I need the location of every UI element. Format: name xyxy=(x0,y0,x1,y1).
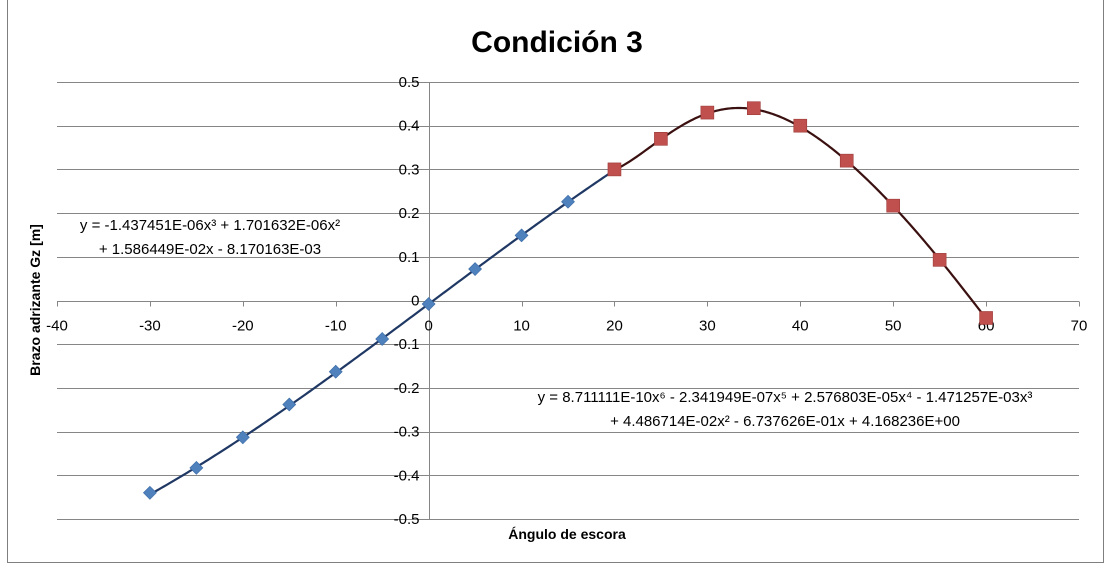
trendline-1-equation-line1: y = -1.437451E-06x³ + 1.701632E-06x² xyxy=(80,217,340,234)
x-tick-label: 70 xyxy=(1071,318,1088,335)
data-point-series-1 xyxy=(375,332,390,346)
data-point-series-1 xyxy=(282,397,297,412)
data-point-series-2 xyxy=(654,132,668,146)
data-point-series-1 xyxy=(142,485,157,500)
y-tick-label: 0.2 xyxy=(399,205,420,222)
y-tick-label: 0.3 xyxy=(399,161,420,178)
x-tick-label: 50 xyxy=(885,318,902,335)
x-tick-label: -10 xyxy=(325,318,347,335)
x-tick-label: -20 xyxy=(232,318,254,335)
x-tick-labels: -40 -30 -20 -10 0 10 20 30 40 50 60 70 xyxy=(46,318,1087,335)
x-tick-label: -40 xyxy=(46,318,68,335)
x-tick-label: 30 xyxy=(699,318,716,335)
data-point-series-1 xyxy=(468,262,483,276)
data-point-series-1 xyxy=(189,460,204,475)
y-tick-label: 0.4 xyxy=(399,118,420,135)
data-point-series-2 xyxy=(932,253,947,267)
chart-title: Condición 3 xyxy=(471,26,643,59)
y-tick-label: -0.4 xyxy=(394,467,420,484)
data-point-series-2 xyxy=(700,105,715,120)
data-point-series-1 xyxy=(421,297,436,311)
y-tick-label: 0.1 xyxy=(399,249,420,266)
y-tick-label: -0.5 xyxy=(394,511,420,528)
y-axis-title: Brazo adrizante Gz [m] xyxy=(27,224,43,376)
data-point-series-2 xyxy=(747,101,761,116)
x-tick-label: 10 xyxy=(513,318,530,335)
data-point-series-2 xyxy=(793,118,808,133)
data-point-series-1 xyxy=(328,364,343,379)
axes xyxy=(57,82,1080,520)
x-tick-label: -30 xyxy=(139,318,161,335)
x-tick-label: 40 xyxy=(792,318,809,335)
trendline-2-equation-line1: y = 8.711111E-10x⁶ - 2.341949E-07x⁵ + 2.… xyxy=(538,389,1033,406)
data-point-series-1 xyxy=(561,194,575,209)
data-point-series-2 xyxy=(979,311,993,325)
data-point-series-1 xyxy=(235,430,250,445)
data-point-series-2 xyxy=(886,198,900,213)
trendline-1-equation-line2: + 1.586449E-02x - 8.170163E-03 xyxy=(99,241,321,258)
y-tick-label: 0.5 xyxy=(399,74,420,91)
x-tick-label: 20 xyxy=(606,318,623,335)
x-axis-title: Ángulo de escora xyxy=(508,526,626,542)
data-point-series-1 xyxy=(514,228,529,243)
y-tick-label: -0.2 xyxy=(394,380,420,397)
trendline-2-equation-line2: + 4.486714E-02x² - 6.737626E-01x + 4.168… xyxy=(610,413,960,430)
y-tick-label: 0 xyxy=(411,293,419,310)
y-tick-label: -0.1 xyxy=(394,336,420,353)
data-markers xyxy=(142,101,993,500)
y-tick-labels: -0.5 -0.4 -0.3 -0.2 -0.1 0 0.1 0.2 0.3 0.4 0.5 xyxy=(394,74,420,528)
chart-frame xyxy=(7,0,1104,563)
y-tick-label: -0.3 xyxy=(394,424,420,441)
grid-lines xyxy=(57,82,1079,520)
data-point-series-2 xyxy=(839,153,854,168)
data-point-series-2 xyxy=(607,162,622,177)
x-tick-label: 0 xyxy=(424,318,432,335)
